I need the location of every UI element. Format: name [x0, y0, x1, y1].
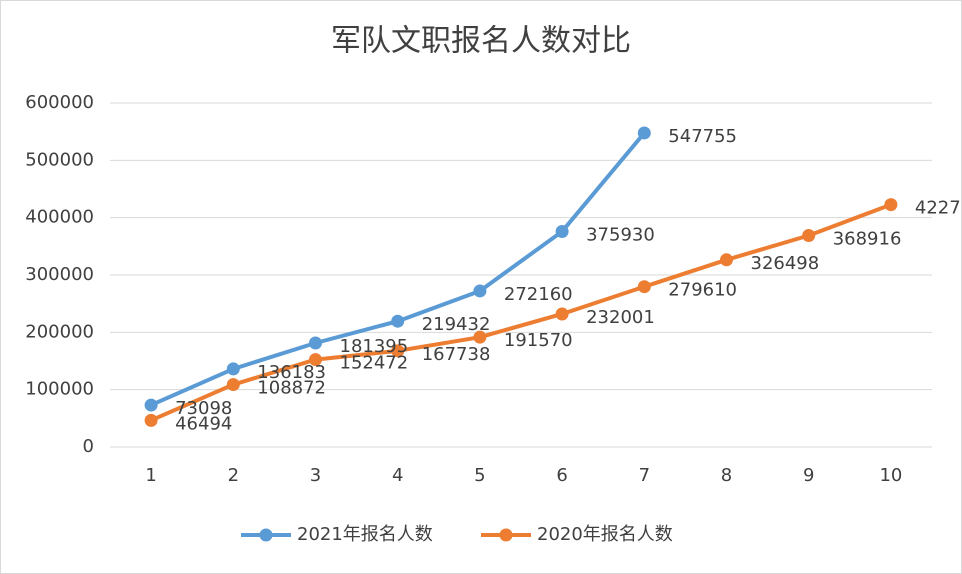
y-tick-label: 0 [83, 436, 94, 457]
data-label: 368916 [833, 228, 902, 249]
data-point [309, 336, 322, 350]
data-point [144, 398, 158, 412]
legend-marker [499, 528, 513, 542]
data-point [226, 378, 240, 392]
legend-item: 2020年报名人数 [481, 524, 673, 545]
data-label: 326498 [751, 253, 820, 274]
series-line [149, 202, 893, 423]
data-point [802, 228, 816, 242]
data-point [555, 224, 569, 238]
data-point [391, 344, 405, 358]
data-label: 136183 [257, 362, 326, 383]
x-tick-label: 8 [721, 465, 732, 486]
data-point [473, 284, 487, 298]
x-tick-label: 9 [803, 465, 814, 486]
x-tick-label: 10 [879, 465, 902, 486]
y-tick-label: 400000 [25, 207, 94, 228]
data-label: 152472 [340, 353, 409, 374]
data-point [637, 280, 651, 294]
data-label: 547755 [668, 126, 737, 147]
y-tick-label: 100000 [25, 379, 94, 400]
x-tick-label: 3 [310, 465, 321, 486]
y-tick-label: 600000 [25, 92, 94, 113]
data-label: 181395 [340, 336, 409, 357]
data-label: 272160 [504, 284, 573, 305]
data-point [144, 413, 158, 427]
data-point [391, 314, 405, 328]
x-tick-label: 2 [228, 465, 239, 486]
x-tick-label: 5 [474, 465, 485, 486]
data-label: 219432 [422, 314, 491, 335]
data-label: 375930 [586, 224, 655, 245]
data-point [473, 330, 487, 344]
data-label: 191570 [504, 330, 573, 351]
data-label: 46494 [175, 413, 232, 434]
data-label: 279610 [668, 280, 737, 301]
legend-item: 2021年报名人数 [241, 524, 433, 545]
data-label: 73098 [175, 398, 232, 419]
data-point [720, 253, 733, 267]
legend-marker [259, 528, 273, 542]
data-point [309, 353, 322, 367]
chart-title: 军队文职报名人数对比 [331, 24, 631, 59]
data-point [226, 362, 240, 376]
data-point [637, 126, 651, 140]
x-tick-label: 4 [392, 465, 403, 486]
x-tick-label: 7 [639, 465, 650, 486]
data-point [555, 307, 569, 321]
data-label: 422735 [915, 198, 962, 219]
legend-label: 2020年报名人数 [537, 524, 673, 545]
data-label: 167738 [422, 344, 491, 365]
data-point [884, 198, 898, 212]
y-tick-label: 500000 [25, 149, 94, 170]
y-tick-label: 200000 [25, 321, 94, 342]
legend-label: 2021年报名人数 [297, 524, 433, 545]
y-tick-label: 300000 [25, 264, 94, 285]
x-tick-label: 6 [556, 465, 567, 486]
data-label: 232001 [586, 307, 655, 328]
data-label: 108872 [257, 378, 326, 399]
x-tick-label: 1 [145, 465, 156, 486]
